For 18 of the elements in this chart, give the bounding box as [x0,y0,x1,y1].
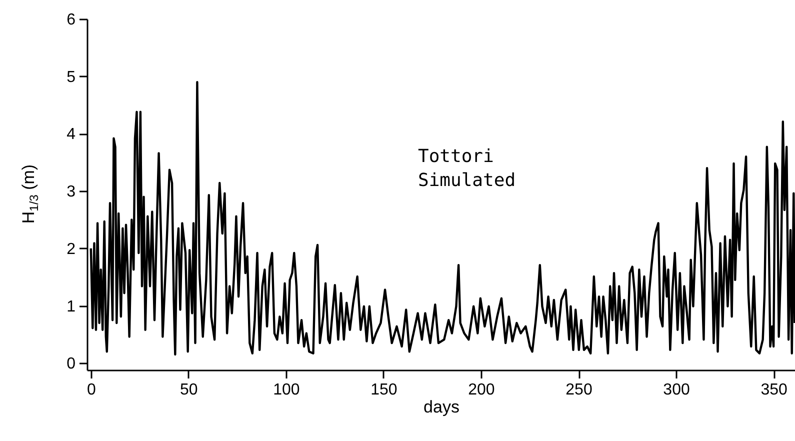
x-tick-label: 0 [86,382,96,398]
y-tick-label: 4 [66,126,76,144]
y-tick-label: 2 [66,240,76,258]
x-tick-label: 150 [370,382,398,398]
y-tick-label: 0 [66,356,76,373]
y-tick-label: 5 [66,68,76,86]
x-axis-title: days [424,398,460,416]
x-tick-label: 200 [468,382,495,398]
x-tick-label: 50 [180,382,198,398]
x-tick-label: 350 [760,382,788,398]
x-tick-label: 250 [566,382,592,398]
annotation: Tottori [418,146,494,167]
annotation: Simulated [418,170,516,191]
y-tick-label: 6 [66,12,76,28]
x-tick-label: 100 [273,382,300,398]
y-tick-label: 1 [66,298,76,316]
y-tick-label: 3 [66,184,76,201]
x-tick-label: 300 [663,382,690,398]
